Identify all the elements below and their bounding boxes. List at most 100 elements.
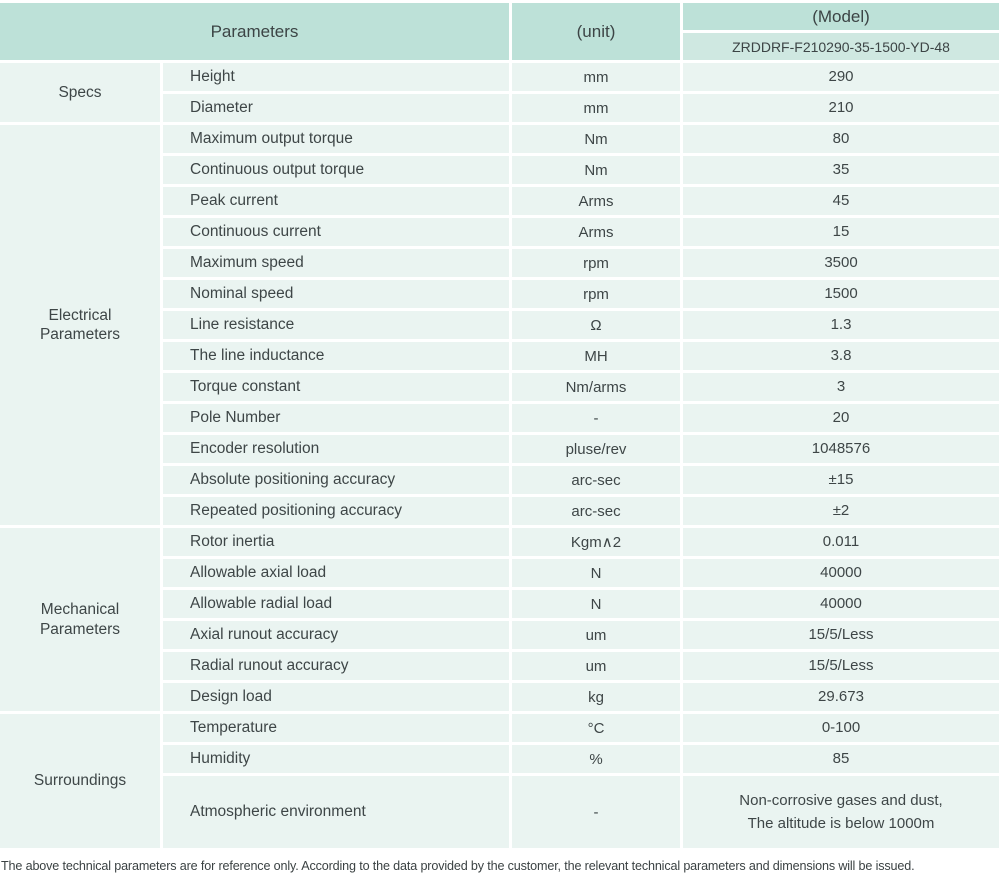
table-row: Diameter mm 210 <box>0 94 999 122</box>
table-row: Continuous current Arms 15 <box>0 218 999 246</box>
value-cell: 210 <box>683 94 999 122</box>
param-cell: Line resistance <box>163 311 509 339</box>
unit-cell: arc-sec <box>512 466 680 494</box>
unit-cell: rpm <box>512 280 680 308</box>
table-row: Atmospheric environment - Non-corrosive … <box>0 776 999 848</box>
param-cell: Design load <box>163 683 509 711</box>
header-row: Parameters (unit) (Model) <box>0 3 999 60</box>
unit-cell: Arms <box>512 187 680 215</box>
unit-cell: Kgm∧2 <box>512 528 680 556</box>
value-cell: 35 <box>683 156 999 184</box>
value-cell: 3500 <box>683 249 999 277</box>
unit-cell: rpm <box>512 249 680 277</box>
value-cell: 0-100 <box>683 714 999 742</box>
unit-cell: Nm <box>512 125 680 153</box>
param-cell: Atmospheric environment <box>163 776 509 848</box>
param-cell: Radial runout accuracy <box>163 652 509 680</box>
value-cell: 85 <box>683 745 999 773</box>
unit-cell: Nm/arms <box>512 373 680 401</box>
unit-cell: °C <box>512 714 680 742</box>
table-row: Surroundings Temperature °C 0-100 <box>0 714 999 848</box>
table-row: Continuous output torque Nm 35 <box>0 156 999 184</box>
unit-cell: um <box>512 652 680 680</box>
value-cell: 0.011 <box>683 528 999 556</box>
table-row: Axial runout accuracy um 15/5/Less <box>0 621 999 649</box>
table-row: Allowable axial load N 40000 <box>0 559 999 587</box>
unit-cell: - <box>512 404 680 432</box>
param-cell: Pole Number <box>163 404 509 432</box>
value-cell: 1500 <box>683 280 999 308</box>
param-cell: Peak current <box>163 187 509 215</box>
param-cell: Rotor inertia <box>163 528 509 556</box>
param-cell: Absolute positioning accuracy <box>163 466 509 494</box>
param-cell: Repeated positioning accuracy <box>163 497 509 525</box>
section-cell-mechanical: Mechanical Parameters <box>0 528 160 711</box>
table-row: Radial runout accuracy um 15/5/Less <box>0 652 999 680</box>
spec-table: Parameters (unit) (Model) ZRDDRF-F210290… <box>0 3 999 848</box>
unit-cell: - <box>512 776 680 848</box>
header-parameters: Parameters <box>0 3 509 60</box>
table-row: Mechanical Parameters Rotor inertia Kgm∧… <box>0 528 999 711</box>
header-unit: (unit) <box>512 3 680 60</box>
table-row: Peak current Arms 45 <box>0 187 999 215</box>
value-cell: 29.673 <box>683 683 999 711</box>
section-cell-electrical: Electrical Parameters <box>0 125 160 525</box>
value-cell: 290 <box>683 63 999 91</box>
value-cell: ±2 <box>683 497 999 525</box>
param-cell: Maximum output torque <box>163 125 509 153</box>
header-model-row: ZRDDRF-F210290-35-1500-YD-48 <box>0 33 999 60</box>
unit-cell: mm <box>512 94 680 122</box>
table-row: Maximum speed rpm 3500 <box>0 249 999 277</box>
unit-cell: mm <box>512 63 680 91</box>
header-model: (Model) <box>683 3 999 30</box>
unit-cell: arc-sec <box>512 497 680 525</box>
param-cell: Diameter <box>163 94 509 122</box>
value-cell: 15/5/Less <box>683 652 999 680</box>
table-row: Absolute positioning accuracy arc-sec ±1… <box>0 466 999 494</box>
section-cell-specs: Specs <box>0 63 160 122</box>
unit-cell: um <box>512 621 680 649</box>
table-row: Allowable radial load N 40000 <box>0 590 999 618</box>
param-cell: Maximum speed <box>163 249 509 277</box>
unit-cell: N <box>512 559 680 587</box>
param-cell: Torque constant <box>163 373 509 401</box>
table-row: The line inductance MH 3.8 <box>0 342 999 370</box>
table-row: Repeated positioning accuracy arc-sec ±2 <box>0 497 999 525</box>
table-row: Torque constant Nm/arms 3 <box>0 373 999 401</box>
header-model-value: ZRDDRF-F210290-35-1500-YD-48 <box>683 33 999 60</box>
unit-cell: % <box>512 745 680 773</box>
param-cell: Allowable axial load <box>163 559 509 587</box>
value-cell: 80 <box>683 125 999 153</box>
param-cell: Temperature <box>163 714 509 742</box>
value-cell: 15 <box>683 218 999 246</box>
param-cell: Encoder resolution <box>163 435 509 463</box>
table-row: Specs Height mm 290 <box>0 63 999 122</box>
value-cell: 15/5/Less <box>683 621 999 649</box>
unit-cell: kg <box>512 683 680 711</box>
table-row: Pole Number - 20 <box>0 404 999 432</box>
table-row: Nominal speed rpm 1500 <box>0 280 999 308</box>
footer-note: The above technical parameters are for r… <box>1 859 915 873</box>
unit-cell: Nm <box>512 156 680 184</box>
value-cell: 45 <box>683 187 999 215</box>
value-cell: 3 <box>683 373 999 401</box>
unit-cell: N <box>512 590 680 618</box>
value-cell: 20 <box>683 404 999 432</box>
param-cell: Continuous current <box>163 218 509 246</box>
unit-cell: MH <box>512 342 680 370</box>
param-cell: Continuous output torque <box>163 156 509 184</box>
table-row: Line resistance Ω 1.3 <box>0 311 999 339</box>
table-row: Design load kg 29.673 <box>0 683 999 711</box>
value-cell: 40000 <box>683 590 999 618</box>
value-cell: 1048576 <box>683 435 999 463</box>
param-cell: Height <box>163 63 509 91</box>
param-cell: The line inductance <box>163 342 509 370</box>
value-cell: Non-corrosive gases and dust, The altitu… <box>683 776 999 848</box>
table-row: Encoder resolution pluse/rev 1048576 <box>0 435 999 463</box>
table-row: Humidity % 85 <box>0 745 999 773</box>
unit-cell: Arms <box>512 218 680 246</box>
section-cell-surroundings: Surroundings <box>0 714 160 848</box>
table-row: Electrical Parameters Maximum output tor… <box>0 125 999 525</box>
param-cell: Axial runout accuracy <box>163 621 509 649</box>
value-cell: ±15 <box>683 466 999 494</box>
